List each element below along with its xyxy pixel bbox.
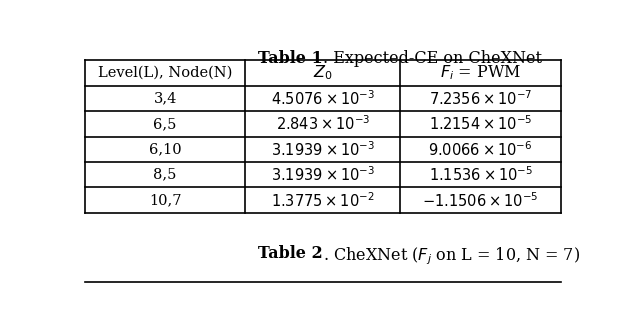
Text: $3.1939\times10^{-3}$: $3.1939\times10^{-3}$ bbox=[271, 166, 375, 184]
Text: . Expected-CE on CheXNet: . Expected-CE on CheXNet bbox=[323, 50, 542, 67]
Text: $3.1939\times10^{-3}$: $3.1939\times10^{-3}$ bbox=[271, 140, 375, 159]
Text: 6,5: 6,5 bbox=[154, 117, 177, 131]
Text: $1.3775\times10^{-2}$: $1.3775\times10^{-2}$ bbox=[271, 191, 375, 210]
Text: 8,5: 8,5 bbox=[154, 168, 177, 182]
Text: $7.2356\times10^{-7}$: $7.2356\times10^{-7}$ bbox=[429, 89, 532, 108]
Text: $F_i$ = PWM: $F_i$ = PWM bbox=[440, 64, 521, 83]
Text: Table 2: Table 2 bbox=[258, 245, 323, 262]
Text: 3,4: 3,4 bbox=[154, 92, 177, 106]
Text: . CheXNet ($F_j$ on L = 10, N = 7): . CheXNet ($F_j$ on L = 10, N = 7) bbox=[323, 245, 580, 267]
Text: $1.2154\times10^{-5}$: $1.2154\times10^{-5}$ bbox=[429, 115, 532, 133]
Text: Table 1: Table 1 bbox=[258, 50, 323, 67]
Text: 10,7: 10,7 bbox=[149, 193, 181, 207]
Text: $2.843\times10^{-3}$: $2.843\times10^{-3}$ bbox=[276, 115, 370, 133]
Text: $4.5076\times10^{-3}$: $4.5076\times10^{-3}$ bbox=[271, 89, 375, 108]
Text: $Z_0$: $Z_0$ bbox=[313, 64, 333, 83]
Text: $-1.1506\times10^{-5}$: $-1.1506\times10^{-5}$ bbox=[422, 191, 539, 210]
Text: $9.0066\times10^{-6}$: $9.0066\times10^{-6}$ bbox=[428, 140, 533, 159]
Text: $1.1536\times10^{-5}$: $1.1536\times10^{-5}$ bbox=[428, 166, 532, 184]
Text: Level(L), Node(N): Level(L), Node(N) bbox=[98, 66, 232, 80]
Text: 6,10: 6,10 bbox=[149, 142, 181, 156]
